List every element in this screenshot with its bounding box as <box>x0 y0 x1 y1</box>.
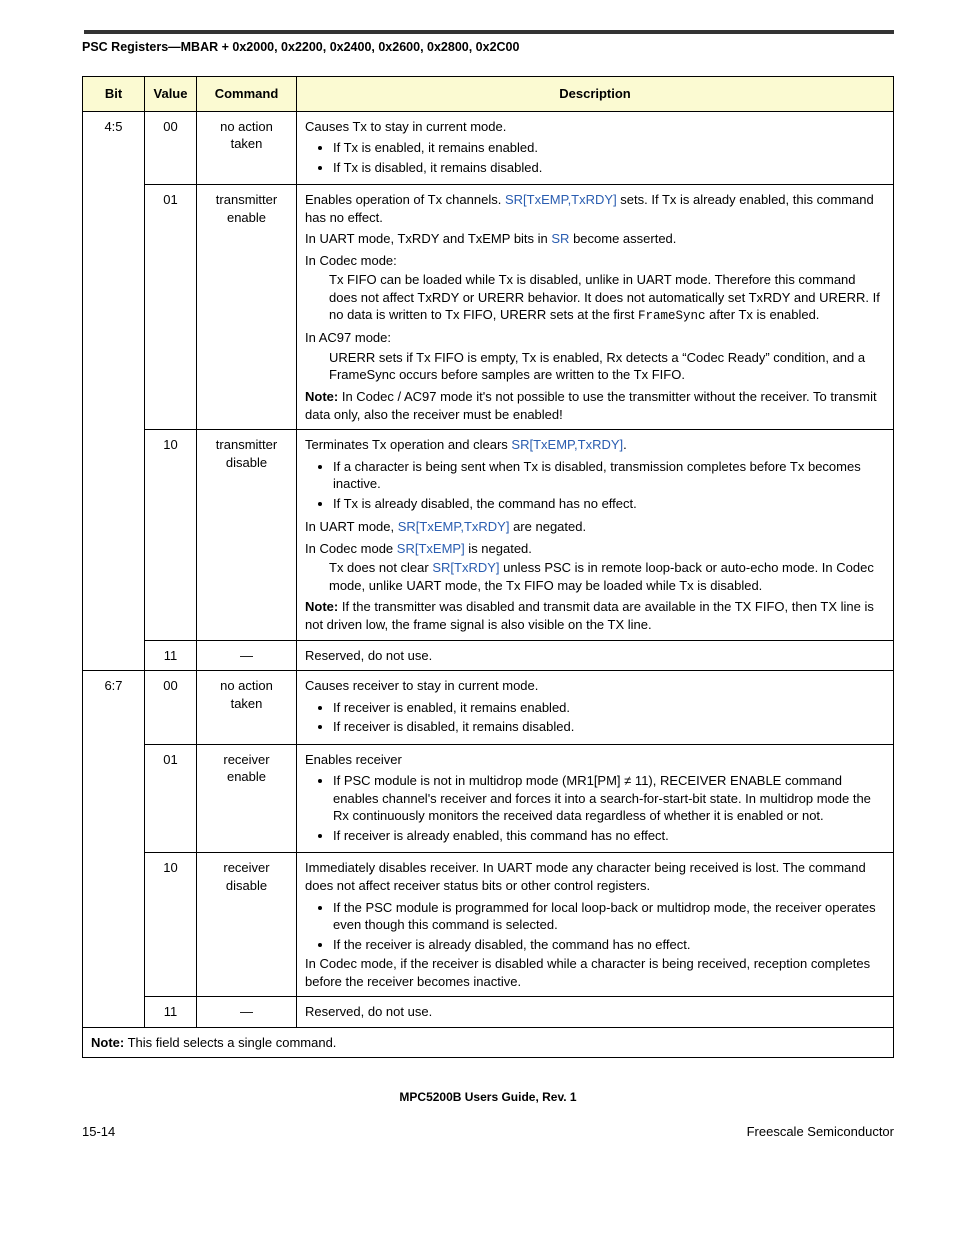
sr-link: SR <box>432 560 450 575</box>
sr-brackets: [TxEMP,TxRDY] <box>523 192 617 207</box>
cell-desc: Terminates Tx operation and clears SR[Tx… <box>297 430 894 640</box>
cell-value: 11 <box>145 640 197 671</box>
section-title: PSC Registers—MBAR + 0x2000, 0x2200, 0x2… <box>82 40 894 54</box>
cell-value: 01 <box>145 744 197 853</box>
cell-cmd: no actiontaken <box>197 111 297 185</box>
cell-bit-empty <box>83 430 145 640</box>
cell-cmd: receiverenable <box>197 744 297 853</box>
th-bit: Bit <box>83 77 145 112</box>
page-number: 15-14 <box>82 1124 115 1139</box>
sr-link: SR <box>511 437 529 452</box>
cell-bit-empty <box>83 640 145 671</box>
sr-link: SR <box>505 192 523 207</box>
cell-bit: 4:5 <box>83 111 145 185</box>
cell-cmd: transmitterdisable <box>197 430 297 640</box>
cell-desc: Reserved, do not use. <box>297 640 894 671</box>
cell-bit-empty <box>83 997 145 1028</box>
cell-cmd: no actiontaken <box>197 671 297 745</box>
cell-value: 01 <box>145 185 197 430</box>
cell-desc: Enables operation of Tx channels. SR[TxE… <box>297 185 894 430</box>
table-header-row: Bit Value Command Description <box>83 77 894 112</box>
cell-value: 10 <box>145 853 197 997</box>
th-value: Value <box>145 77 197 112</box>
table-row: 11 — Reserved, do not use. <box>83 997 894 1028</box>
cell-bit-empty <box>83 744 145 853</box>
table-footer-note: Note: This field selects a single comman… <box>83 1027 894 1058</box>
cell-bit-empty <box>83 853 145 997</box>
th-desc: Description <box>297 77 894 112</box>
vendor-name: Freescale Semiconductor <box>747 1124 894 1139</box>
cell-desc: Causes receiver to stay in current mode.… <box>297 671 894 745</box>
table-row: 11 — Reserved, do not use. <box>83 640 894 671</box>
sr-link: SR <box>397 541 415 556</box>
table-row: 6:7 00 no actiontaken Causes receiver to… <box>83 671 894 745</box>
cell-desc: Reserved, do not use. <box>297 997 894 1028</box>
sr-link: SR <box>398 519 416 534</box>
table-row: 10 transmitterdisable Terminates Tx oper… <box>83 430 894 640</box>
cell-value: 10 <box>145 430 197 640</box>
cell-cmd: transmitterenable <box>197 185 297 430</box>
register-table: Bit Value Command Description 4:5 00 no … <box>82 76 894 1058</box>
table-row: 4:5 00 no actiontaken Causes Tx to stay … <box>83 111 894 185</box>
cell-cmd: — <box>197 640 297 671</box>
sr-link: SR <box>551 231 569 246</box>
cell-value: 00 <box>145 671 197 745</box>
cell-bit-empty <box>83 185 145 430</box>
cell-cmd: receiverdisable <box>197 853 297 997</box>
doc-footer-title: MPC5200B Users Guide, Rev. 1 <box>82 1090 894 1104</box>
table-row: 10 receiverdisable Immediately disables … <box>83 853 894 997</box>
th-cmd: Command <box>197 77 297 112</box>
top-rule <box>82 30 894 34</box>
cell-desc: Enables receiver If PSC module is not in… <box>297 744 894 853</box>
cell-cmd: — <box>197 997 297 1028</box>
table-row: 01 receiverenable Enables receiver If PS… <box>83 744 894 853</box>
table-row: 01 transmitterenable Enables operation o… <box>83 185 894 430</box>
cell-value: 00 <box>145 111 197 185</box>
cell-value: 11 <box>145 997 197 1028</box>
cell-desc: Immediately disables receiver. In UART m… <box>297 853 894 997</box>
cell-desc: Causes Tx to stay in current mode. If Tx… <box>297 111 894 185</box>
cell-bit: 6:7 <box>83 671 145 745</box>
